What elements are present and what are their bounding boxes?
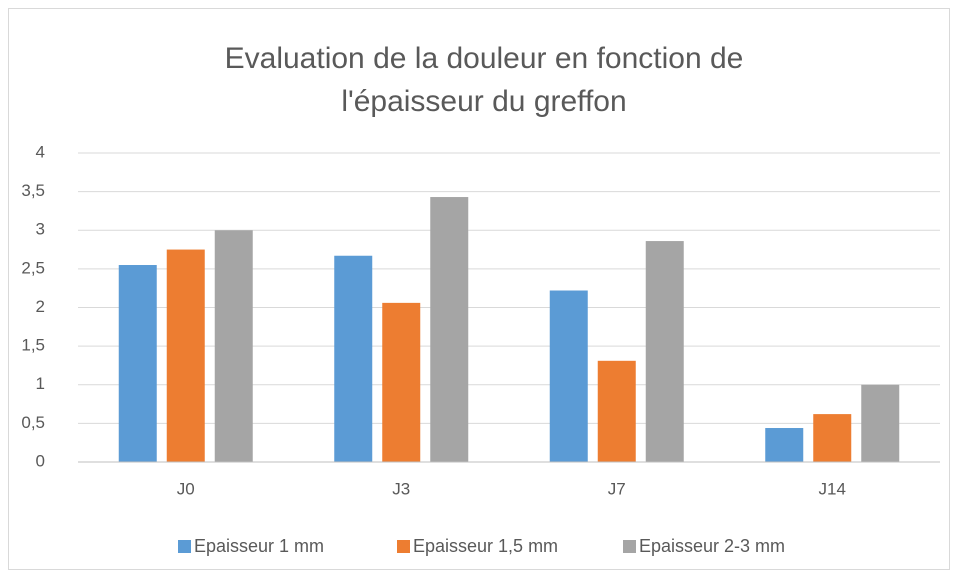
legend-swatch xyxy=(178,540,191,553)
bar xyxy=(645,241,684,462)
bar xyxy=(765,428,804,462)
y-tick-label: 0,5 xyxy=(21,413,45,432)
y-tick-label: 2 xyxy=(36,297,45,316)
x-tick-label: J14 xyxy=(819,479,846,498)
y-tick-label: 0 xyxy=(36,451,45,470)
legend-swatch xyxy=(623,540,636,553)
legend-label: Epaisseur 2-3 mm xyxy=(639,536,785,556)
y-tick-label: 3,5 xyxy=(21,181,45,200)
bar xyxy=(861,384,900,462)
bar xyxy=(334,255,373,462)
x-tick-label: J7 xyxy=(608,479,626,498)
legend-label: Epaisseur 1 mm xyxy=(194,536,324,556)
bar xyxy=(813,414,852,462)
y-tick-label: 3 xyxy=(36,220,45,239)
legend-label: Epaisseur 1,5 mm xyxy=(413,536,558,556)
bar xyxy=(214,230,253,462)
y-tick-label: 2,5 xyxy=(21,258,45,277)
bar xyxy=(597,360,636,462)
bar xyxy=(430,197,469,462)
bar xyxy=(382,302,421,462)
bar xyxy=(166,249,205,462)
bar xyxy=(118,265,157,462)
chart-border xyxy=(8,8,950,570)
y-tick-label: 4 xyxy=(36,142,45,161)
bar xyxy=(549,290,588,462)
y-tick-label: 1,5 xyxy=(21,336,45,355)
y-tick-label: 1 xyxy=(36,374,45,393)
chart-title: Evaluation de la douleur en fonction de xyxy=(225,42,744,75)
legend-swatch xyxy=(397,540,410,553)
x-tick-label: J3 xyxy=(392,479,410,498)
x-tick-label: J0 xyxy=(177,479,195,498)
chart-title: l'épaisseur du greffon xyxy=(341,85,626,118)
